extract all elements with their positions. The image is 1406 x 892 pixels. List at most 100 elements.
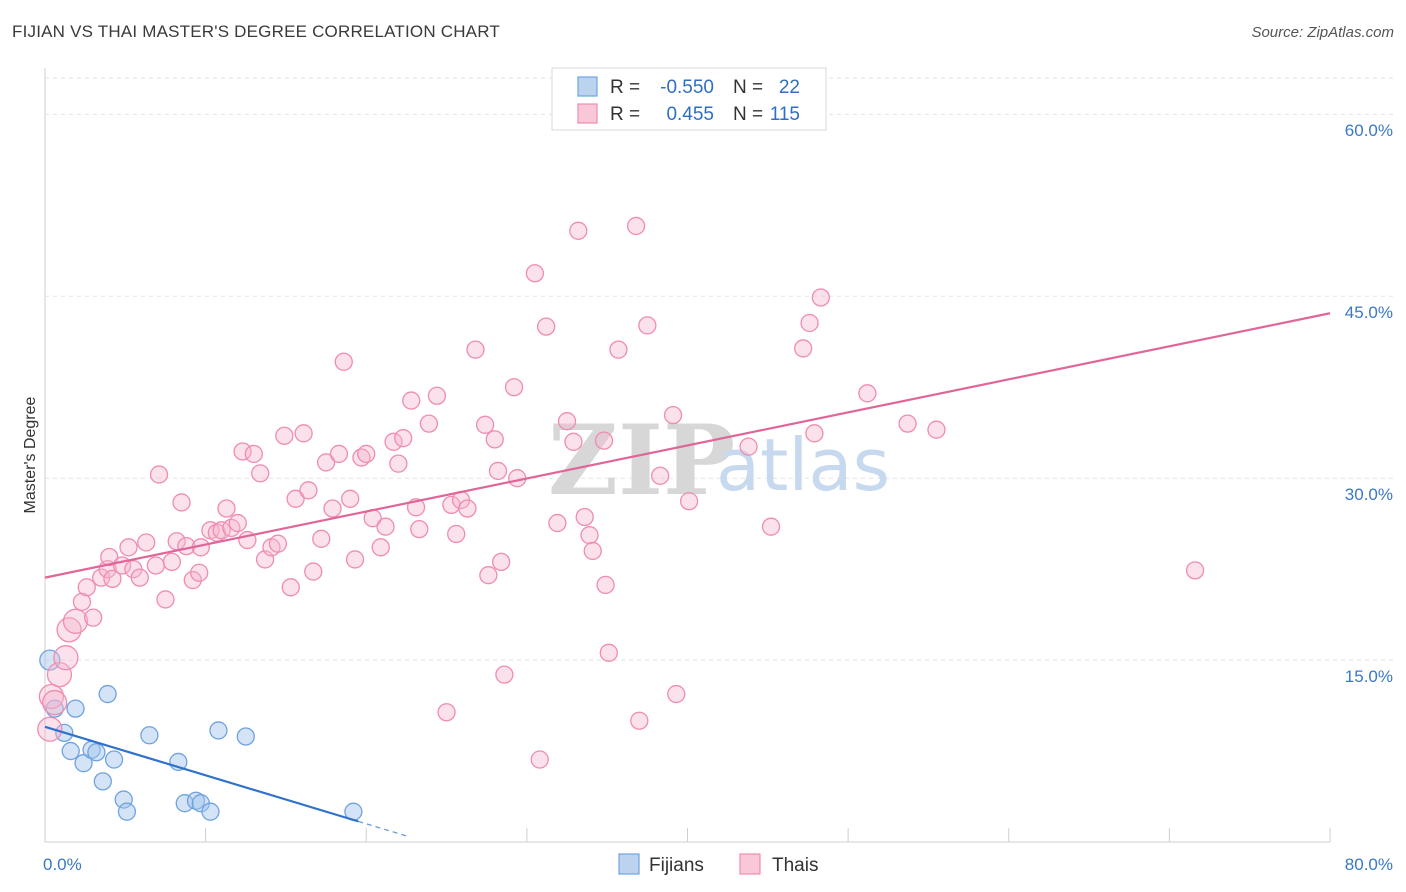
fijians-point bbox=[186, 791, 206, 810]
thais-point bbox=[312, 529, 331, 548]
thais-point bbox=[316, 453, 336, 472]
thais-point bbox=[217, 499, 236, 518]
thais-point bbox=[447, 524, 466, 544]
thais-point bbox=[371, 538, 390, 557]
thais-point bbox=[146, 556, 165, 575]
thais-point bbox=[594, 431, 614, 450]
fijians-n-value: 22 bbox=[779, 77, 800, 98]
thais-point bbox=[228, 513, 247, 533]
trend-lines bbox=[44, 312, 1331, 837]
thais-point bbox=[580, 526, 599, 545]
thais-point bbox=[557, 412, 577, 431]
x-tick-label-max: 80.0% bbox=[1345, 855, 1393, 874]
thais-point bbox=[739, 437, 758, 456]
thais-point bbox=[72, 592, 92, 612]
thais-point bbox=[651, 466, 670, 485]
fijians-point bbox=[117, 802, 137, 821]
thais-point bbox=[898, 414, 917, 433]
thais-point bbox=[794, 339, 813, 358]
thais-point bbox=[410, 519, 429, 539]
fijians-r-value: -0.550 bbox=[660, 77, 714, 98]
thais-r-value: 0.455 bbox=[666, 104, 714, 125]
fijians-point bbox=[209, 721, 228, 740]
thais-point bbox=[183, 570, 202, 590]
thais-point bbox=[495, 665, 514, 684]
fijians-r-label: R = bbox=[610, 77, 640, 98]
thais-point bbox=[376, 517, 395, 536]
thais-point bbox=[299, 481, 318, 500]
thais-point bbox=[569, 221, 588, 240]
thais-point bbox=[630, 711, 649, 730]
stats-legend-box bbox=[551, 67, 827, 131]
thais-point bbox=[275, 426, 294, 445]
thais-point bbox=[530, 750, 549, 769]
thais-point bbox=[492, 552, 511, 572]
thais-point bbox=[294, 424, 313, 443]
thais-point bbox=[575, 507, 594, 527]
thais-point bbox=[162, 552, 182, 572]
thais-n-value: 115 bbox=[770, 104, 800, 125]
thais-point bbox=[56, 617, 82, 643]
thais-point bbox=[53, 645, 79, 671]
thais-point bbox=[323, 499, 342, 518]
thais-point bbox=[119, 538, 138, 557]
thais-point bbox=[761, 517, 781, 536]
chart-title: FIJIAN VS THAI MASTER'S DEGREE CORRELATI… bbox=[12, 22, 500, 41]
thais-point bbox=[504, 378, 524, 397]
y-tick-label: 15.0% bbox=[1345, 667, 1393, 686]
thais-point bbox=[475, 415, 495, 434]
thais-point bbox=[458, 499, 477, 518]
thais-point bbox=[564, 432, 583, 451]
stats-legend: R = -0.550 N = 22 R = 0.455 N = 115 bbox=[551, 67, 827, 131]
thais-point bbox=[137, 533, 156, 552]
thais-point bbox=[479, 566, 498, 585]
thais-point bbox=[419, 414, 439, 433]
thais-point bbox=[679, 492, 699, 511]
thais-point bbox=[1185, 561, 1205, 580]
y-tick-label: 30.0% bbox=[1345, 485, 1393, 504]
fijians-point bbox=[98, 684, 117, 704]
fijians-trend-extension bbox=[358, 820, 407, 837]
fijians-point bbox=[104, 750, 124, 769]
thais-point bbox=[281, 578, 300, 597]
axis-ticks: 15.0% 30.0% 45.0% 60.0% 0.0% 80.0% bbox=[43, 121, 1393, 874]
x-tick-label-min: 0.0% bbox=[43, 855, 82, 874]
watermark-atlas: atlas bbox=[716, 423, 890, 507]
fijians-legend-swatch bbox=[577, 76, 598, 97]
thais-point bbox=[389, 454, 408, 473]
thais-point bbox=[334, 352, 353, 371]
thais-point bbox=[638, 316, 657, 335]
thais-point bbox=[599, 643, 618, 662]
thais-n-label: N = bbox=[733, 104, 763, 125]
fijians-point bbox=[39, 649, 61, 671]
thais-point bbox=[357, 444, 376, 464]
thais-point bbox=[233, 442, 252, 461]
y-tick-label: 60.0% bbox=[1345, 121, 1393, 140]
fijians-trend-line bbox=[44, 725, 359, 823]
thais-point bbox=[172, 493, 191, 512]
y-tick-label: 45.0% bbox=[1345, 303, 1393, 322]
thais-point bbox=[190, 563, 209, 582]
thais-point bbox=[488, 461, 508, 481]
thais-point bbox=[858, 384, 877, 403]
fijians-point bbox=[61, 741, 80, 761]
thais-bottom-label: Thais bbox=[772, 855, 818, 876]
thais-trend-line bbox=[44, 312, 1331, 579]
thais-point bbox=[341, 489, 360, 508]
thais-point bbox=[927, 420, 946, 439]
watermark: ZIP atlas bbox=[548, 404, 890, 517]
thais-point bbox=[667, 684, 686, 704]
thais-point bbox=[663, 405, 683, 425]
y-axis-label: Master's Degree bbox=[22, 396, 39, 513]
thais-point bbox=[62, 608, 89, 634]
thais-point bbox=[437, 703, 456, 722]
fijians-point bbox=[93, 772, 112, 791]
source-label: Source: ZipAtlas.com bbox=[1251, 24, 1394, 41]
thais-point bbox=[402, 391, 421, 410]
thais-point bbox=[811, 288, 830, 307]
thais-point bbox=[130, 568, 149, 587]
thais-point bbox=[384, 432, 403, 451]
thais-point bbox=[466, 340, 485, 359]
thais-point bbox=[251, 464, 270, 483]
